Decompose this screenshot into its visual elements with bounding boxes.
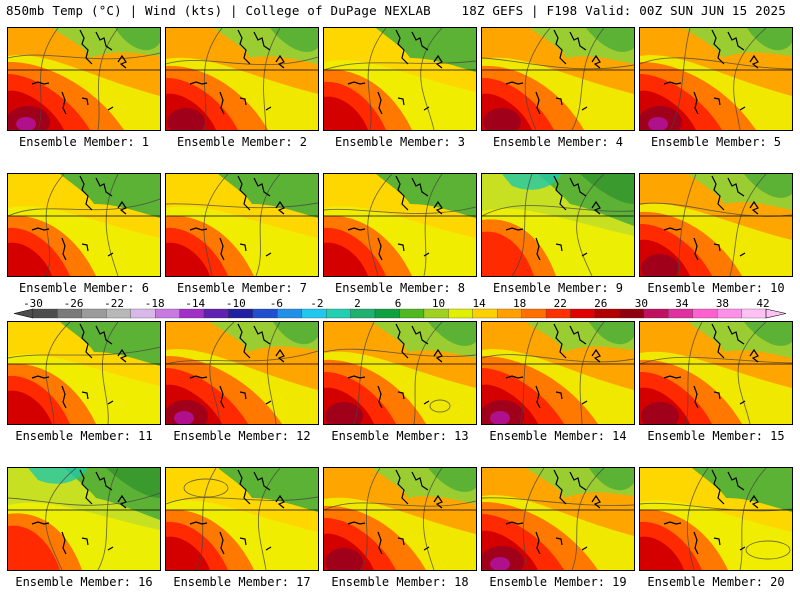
colorbar-tick-label: 10	[432, 298, 445, 310]
ensemble-member-map	[639, 173, 793, 277]
colorbar-swatch	[619, 308, 644, 319]
ensemble-member-map	[7, 467, 161, 571]
ensemble-member-map	[323, 27, 477, 131]
colorbar-tick-label: 14	[472, 298, 486, 310]
colorbar-swatch	[716, 308, 742, 319]
colorbar-tick-label: 26	[594, 298, 607, 310]
colorbar-swatch	[423, 308, 449, 319]
ensemble-member-map	[481, 321, 635, 425]
colorbar-tick-label: 42	[756, 298, 769, 310]
colorbar-swatch	[277, 308, 302, 319]
colorbar-swatch	[252, 308, 278, 319]
colorbar-swatch	[643, 308, 669, 319]
ensemble-member-caption: Ensemble Member: 20	[647, 575, 785, 589]
colorbar-swatch	[155, 308, 180, 319]
colorbar-tick-label: 22	[554, 298, 567, 310]
header-valid-time: 18Z GEFS | F198 Valid: 00Z SUN JUN 15 20…	[461, 3, 786, 18]
colorbar-swatch	[130, 308, 156, 319]
ensemble-member-caption: Ensemble Member: 3	[334, 135, 466, 149]
colorbar-swatch	[668, 308, 693, 319]
colorbar-swatch	[497, 308, 522, 319]
colorbar-swatch	[350, 308, 376, 319]
ensemble-member-map	[7, 173, 161, 277]
ensemble-member-caption: Ensemble Member: 10	[647, 281, 785, 295]
colorbar-swatch	[32, 308, 58, 319]
ensemble-member-caption: Ensemble Member: 12	[173, 429, 311, 443]
colorbar-tick-label: -2	[310, 298, 323, 310]
colorbar-swatch	[399, 308, 425, 319]
colorbar-tick-label: -30	[23, 298, 43, 310]
ensemble-member-map	[639, 321, 793, 425]
colorbar-swatch	[521, 308, 547, 319]
colorbar-left-arrow	[13, 308, 34, 319]
colorbar-tick-label: 6	[395, 298, 402, 310]
ensemble-member-caption: Ensemble Member: 5	[650, 135, 782, 149]
colorbar-swatch	[301, 308, 327, 319]
colorbar-tick-label: -6	[270, 298, 283, 310]
ensemble-member-caption: Ensemble Member: 18	[331, 575, 469, 589]
colorbar-swatch	[741, 308, 767, 319]
ensemble-member-map	[165, 173, 319, 277]
colorbar-tick-label: 30	[635, 298, 648, 310]
colorbar-swatch	[326, 308, 351, 319]
colorbar-right-arrow	[765, 308, 787, 319]
ensemble-member-caption: Ensemble Member: 17	[173, 575, 311, 589]
ensemble-member-map	[481, 173, 635, 277]
ensemble-member-map	[481, 27, 635, 131]
ensemble-member-caption: Ensemble Member: 1	[18, 135, 150, 149]
colorbar-tick-label: -10	[226, 298, 246, 310]
ensemble-member-map	[323, 321, 477, 425]
ensemble-member-map	[639, 467, 793, 571]
colorbar-swatch	[106, 308, 131, 319]
ensemble-member-map	[481, 467, 635, 571]
ensemble-member-map	[323, 173, 477, 277]
colorbar-swatch	[179, 308, 205, 319]
ensemble-member-caption: Ensemble Member: 19	[489, 575, 627, 589]
ensemble-member-map	[165, 27, 319, 131]
ensemble-member-map	[165, 467, 319, 571]
colorbar-swatch	[448, 308, 473, 319]
ensemble-member-caption: Ensemble Member: 7	[176, 281, 308, 295]
ensemble-member-map	[323, 467, 477, 571]
colorbar-swatch	[692, 308, 718, 319]
ensemble-member-map	[7, 27, 161, 131]
colorbar-swatch	[57, 308, 83, 319]
header-title: 850mb Temp (°C) | Wind (kts) | College o…	[6, 3, 431, 18]
colorbar-swatch	[203, 308, 229, 319]
colorbar-swatch	[594, 308, 620, 319]
colorbar-swatch	[545, 308, 571, 319]
colorbar-tick-label: 18	[513, 298, 526, 310]
colorbar-tick-label: -18	[145, 298, 165, 310]
colorbar-swatch	[81, 308, 107, 319]
colorbar-tick-label: -22	[104, 298, 124, 310]
ensemble-member-map	[7, 321, 161, 425]
colorbar-swatch	[374, 308, 400, 319]
colorbar-swatch	[228, 308, 254, 319]
ensemble-member-caption: Ensemble Member: 11	[15, 429, 153, 443]
ensemble-member-caption: Ensemble Member: 2	[176, 135, 308, 149]
colorbar-swatch	[472, 308, 498, 319]
ensemble-member-caption: Ensemble Member: 16	[15, 575, 153, 589]
colorbar-swatch	[570, 308, 596, 319]
colorbar-tick-label: 34	[675, 298, 689, 310]
ensemble-member-caption: Ensemble Member: 13	[331, 429, 469, 443]
ensemble-member-caption: Ensemble Member: 9	[492, 281, 624, 295]
ensemble-member-map	[639, 27, 793, 131]
ensemble-member-caption: Ensemble Member: 15	[647, 429, 785, 443]
ensemble-member-caption: Ensemble Member: 4	[492, 135, 624, 149]
colorbar-tick-label: 38	[716, 298, 729, 310]
colorbar-tick-label: 2	[354, 298, 361, 310]
ensemble-member-map	[165, 321, 319, 425]
colorbar-tick-label: -26	[64, 298, 84, 310]
ensemble-member-caption: Ensemble Member: 8	[334, 281, 466, 295]
colorbar-tick-label: -14	[185, 298, 205, 310]
ensemble-member-caption: Ensemble Member: 6	[18, 281, 150, 295]
ensemble-member-caption: Ensemble Member: 14	[489, 429, 627, 443]
temperature-colorbar: -30 -26 -22 -18 -14 -10 -6 -2 2 6 10 14 18 22 26 30 34 38…	[13, 298, 787, 319]
